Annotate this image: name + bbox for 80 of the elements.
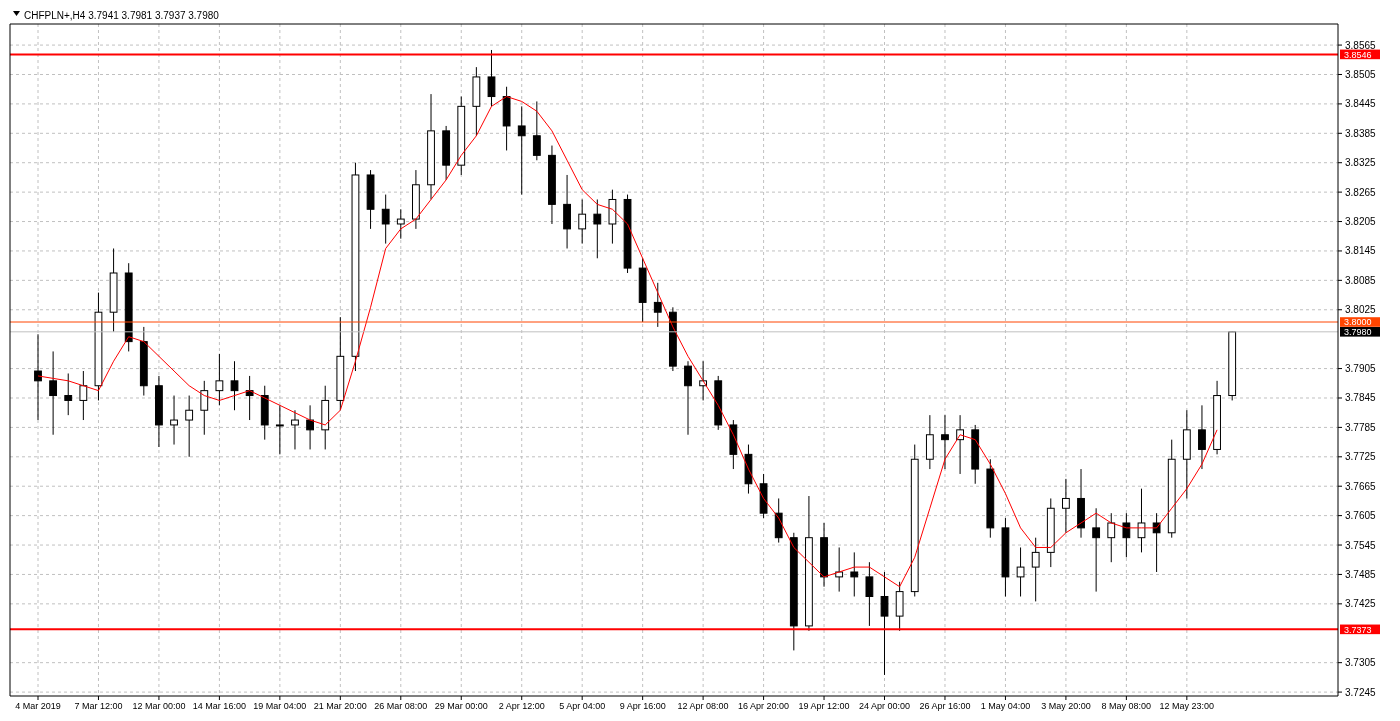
y-tick-label: 3.8385	[1345, 127, 1377, 139]
candlestick	[79, 370, 88, 421]
candlestick	[865, 561, 874, 627]
candlestick	[593, 198, 602, 259]
candlestick	[1137, 488, 1146, 553]
candlestick	[34, 333, 42, 421]
y-tick-label: 3.8145	[1345, 245, 1377, 257]
y-tick-label: 3.8445	[1345, 98, 1377, 110]
y-tick-label: 3.8505	[1345, 68, 1377, 80]
x-tick-label: 1 May 04:00	[980, 701, 1031, 711]
y-tick-label: 3.8085	[1345, 274, 1377, 286]
x-tick-label: 26 Mar 08:00	[374, 701, 428, 711]
x-tick-label: 29 Mar 00:00	[434, 701, 488, 711]
candlestick	[517, 105, 526, 196]
candlestick	[215, 353, 224, 406]
ref-line-label: 3.8546	[1344, 49, 1372, 60]
y-tick-label: 3.7305	[1345, 657, 1377, 669]
candlestick	[1016, 546, 1025, 597]
x-tick-label: 26 Apr 16:00	[919, 701, 971, 711]
x-tick-label: 12 Apr 08:00	[677, 701, 729, 711]
candlestick	[200, 380, 209, 436]
x-tick-label: 24 Apr 00:00	[858, 701, 911, 711]
x-tick-label: 9 Apr 16:00	[619, 701, 666, 711]
ref-line-label: 3.7980	[1344, 327, 1372, 338]
y-tick-label: 3.7785	[1345, 421, 1377, 433]
x-tick-label: 21 Mar 20:00	[313, 701, 367, 711]
y-tick-label: 3.7905	[1345, 363, 1377, 375]
x-tick-label: 2 Apr 12:00	[498, 701, 545, 711]
x-tick-label: 3 May 20:00	[1041, 701, 1091, 711]
x-tick-label: 16 Apr 20:00	[738, 701, 790, 711]
candlestick	[850, 551, 859, 597]
candlestick	[396, 208, 405, 240]
x-tick-label: 5 Apr 04:00	[559, 701, 606, 711]
candlestick	[275, 404, 284, 455]
candlestick	[170, 395, 178, 446]
y-tick-label: 3.8565	[1345, 39, 1377, 51]
x-tick-label: 19 Apr 12:00	[798, 701, 850, 711]
candlestick	[487, 49, 496, 107]
ref-line-label: 3.8000	[1344, 317, 1372, 328]
x-tick-label: 14 Mar 16:00	[192, 701, 246, 711]
y-tick-label: 3.7845	[1345, 392, 1377, 404]
candlestick	[291, 409, 299, 450]
y-tick-label: 3.8265	[1345, 186, 1377, 198]
candlestick	[49, 350, 58, 436]
y-tick-label: 3.8205	[1345, 216, 1377, 228]
ref-line-label: 3.7373	[1344, 624, 1372, 635]
candlestick	[684, 360, 692, 436]
candlestick	[1092, 507, 1101, 593]
candlestick	[532, 100, 541, 161]
chart-title: CHFPLN+,H4 3.7941 3.7981 3.7937 3.7980	[24, 10, 220, 21]
y-tick-label: 3.7605	[1345, 510, 1377, 522]
x-tick-label: 19 Mar 04:00	[253, 701, 307, 711]
y-tick-label: 3.7665	[1345, 480, 1377, 492]
x-tick-label: 12 Mar 00:00	[132, 701, 186, 711]
x-tick-label: 12 May 23:00	[1159, 701, 1215, 711]
candlestick	[1062, 478, 1070, 534]
y-tick-label: 3.7545	[1345, 539, 1377, 551]
candlestick	[64, 372, 73, 416]
y-tick-label: 3.7725	[1345, 451, 1377, 463]
y-tick-label: 3.8325	[1345, 157, 1377, 169]
candlestick	[185, 395, 194, 458]
candlestick	[230, 360, 239, 411]
x-tick-label: 4 Mar 2019	[15, 701, 61, 711]
y-tick-label: 3.8025	[1345, 304, 1377, 316]
candlestick	[1107, 512, 1116, 563]
candlestick	[1198, 404, 1206, 470]
candlestick	[306, 404, 314, 450]
candlestick	[381, 194, 390, 245]
y-tick-label: 3.7425	[1345, 598, 1377, 610]
x-tick-label: 7 Mar 12:00	[74, 701, 123, 711]
candlestick	[578, 198, 587, 245]
x-tick-label: 8 May 08:00	[1101, 701, 1152, 711]
candlestick	[1122, 512, 1131, 558]
candlestick	[835, 546, 844, 593]
candlestick	[1031, 537, 1040, 602]
y-tick-label: 3.7485	[1345, 568, 1377, 580]
candlestick	[941, 414, 949, 470]
y-tick-label: 3.7245	[1345, 686, 1377, 698]
candlestick	[653, 282, 662, 328]
candlestick	[880, 571, 889, 676]
